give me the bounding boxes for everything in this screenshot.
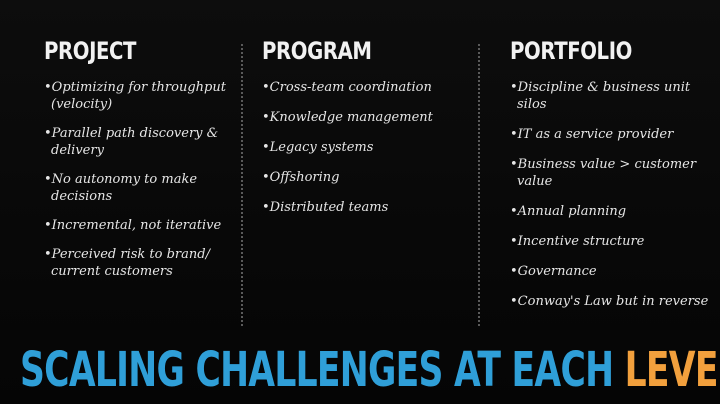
list-item: •Distributed teams bbox=[262, 199, 462, 216]
bullet-glyph: • bbox=[510, 294, 518, 309]
list-item: •Perceived risk to brand/ current custom… bbox=[44, 246, 240, 280]
bullet-glyph: • bbox=[262, 110, 270, 125]
list-item-text: Governance bbox=[517, 264, 597, 279]
bullet-glyph: • bbox=[510, 204, 518, 219]
bullet-glyph: • bbox=[262, 140, 270, 155]
list-item: •Legacy systems bbox=[262, 139, 462, 156]
list-item-text: IT as a service provider bbox=[517, 127, 674, 142]
list-item-text: Offshoring bbox=[269, 170, 340, 185]
list-item: •Parallel path discovery & delivery bbox=[44, 125, 240, 159]
bullet-glyph: • bbox=[510, 234, 518, 249]
bullet-glyph: • bbox=[510, 157, 518, 172]
bullet-glyph: • bbox=[510, 264, 518, 279]
column-portfolio: PORTFOLIO •Discipline & business unit si… bbox=[510, 36, 715, 323]
list-item: •Business value > customer value bbox=[510, 156, 715, 190]
slide-title-main: SCALING CHALLENGES AT EACH bbox=[20, 342, 625, 398]
bullet-glyph: • bbox=[510, 127, 518, 142]
list-item-text: Perceived risk to brand/ current custome… bbox=[51, 247, 210, 279]
list-item: •Discipline & business unit silos bbox=[510, 79, 715, 113]
list-item-text: Knowledge management bbox=[269, 110, 433, 125]
list-item: •Annual planning bbox=[510, 203, 715, 220]
list-item-text: Incentive structure bbox=[517, 234, 645, 249]
bullet-glyph: • bbox=[44, 218, 52, 233]
list-item: •Governance bbox=[510, 263, 715, 280]
column-project: PROJECT •Optimizing for throughput (velo… bbox=[44, 36, 240, 292]
column-heading-program: PROGRAM bbox=[262, 37, 372, 65]
list-item-text: No autonomy to make decisions bbox=[51, 172, 198, 204]
list-item: •Cross-team coordination bbox=[262, 79, 462, 96]
column-heading-portfolio: PORTFOLIO bbox=[510, 37, 632, 65]
slide-title-accent: LEVEL bbox=[624, 342, 720, 398]
list-item-text: Conway's Law but in reverse bbox=[517, 294, 709, 309]
list-item: •Incentive structure bbox=[510, 233, 715, 250]
program-challenges-list: •Cross-team coordination •Knowledge mana… bbox=[262, 79, 462, 216]
list-item-text: Business value > customer value bbox=[517, 157, 697, 189]
list-item: •Offshoring bbox=[262, 169, 462, 186]
portfolio-challenges-list: •Discipline & business unit silos •IT as… bbox=[510, 79, 715, 310]
list-item: •Optimizing for throughput (velocity) bbox=[44, 79, 240, 113]
list-item: •Incremental, not iterative bbox=[44, 217, 240, 234]
list-item-text: Cross-team coordination bbox=[269, 80, 432, 95]
column-heading-project: PROJECT bbox=[44, 37, 137, 65]
list-item-text: Incremental, not iterative bbox=[51, 218, 222, 233]
list-item: •No autonomy to make decisions bbox=[44, 171, 240, 205]
column-program: PROGRAM •Cross-team coordination •Knowle… bbox=[262, 36, 462, 229]
bullet-glyph: • bbox=[262, 170, 270, 185]
bullet-glyph: • bbox=[44, 126, 52, 141]
list-item-text: Optimizing for throughput (velocity) bbox=[51, 80, 226, 112]
list-item-text: Parallel path discovery & delivery bbox=[51, 126, 219, 158]
slide-title-banner: SCALING CHALLENGES AT EACH LEVEL bbox=[20, 340, 720, 400]
bullet-glyph: • bbox=[510, 80, 518, 95]
list-item-text: Discipline & business unit silos bbox=[517, 80, 691, 112]
list-item: •Knowledge management bbox=[262, 109, 462, 126]
project-challenges-list: •Optimizing for throughput (velocity) •P… bbox=[44, 79, 240, 280]
bullet-glyph: • bbox=[262, 80, 270, 95]
bullet-glyph: • bbox=[262, 200, 270, 215]
bullet-glyph: • bbox=[44, 80, 52, 95]
list-item-text: Annual planning bbox=[517, 204, 627, 219]
bullet-glyph: • bbox=[44, 247, 52, 262]
list-item-text: Legacy systems bbox=[269, 140, 374, 155]
slide-title: SCALING CHALLENGES AT EACH LEVEL bbox=[20, 340, 720, 400]
bullet-glyph: • bbox=[44, 172, 52, 187]
list-item: •IT as a service provider bbox=[510, 126, 715, 143]
column-divider bbox=[241, 44, 243, 326]
column-divider bbox=[478, 44, 480, 326]
list-item-text: Distributed teams bbox=[269, 200, 389, 215]
list-item: •Conway's Law but in reverse bbox=[510, 293, 715, 310]
